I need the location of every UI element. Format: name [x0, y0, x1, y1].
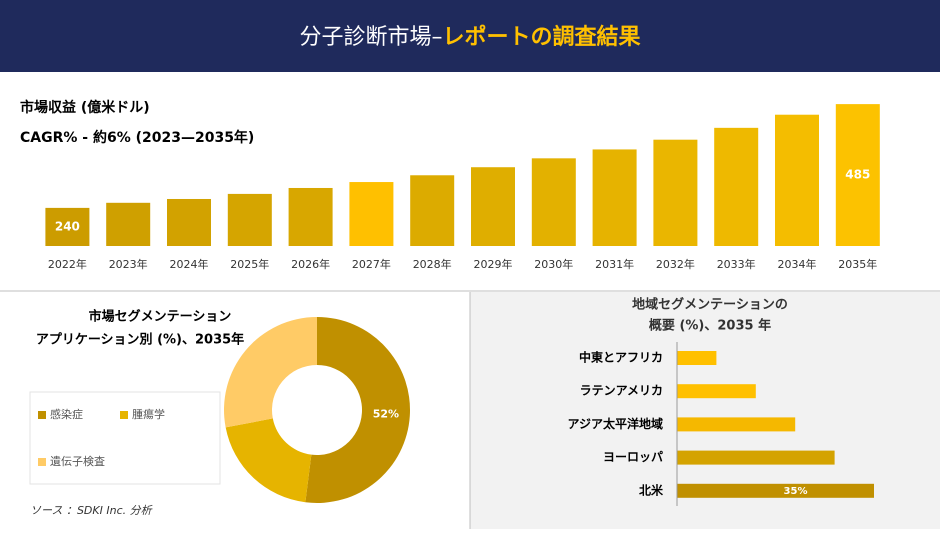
x-tick-label: 2024年 — [170, 257, 209, 271]
chart-title: 市場セグメンテーション — [89, 309, 232, 325]
bar — [677, 450, 835, 465]
title-highlight: レポートの調査結果 — [443, 24, 641, 50]
data-label: 52% — [373, 407, 399, 420]
x-tick-label: 2022年 — [48, 257, 87, 271]
x-tick-label: 2029年 — [474, 257, 513, 271]
x-tick-label: 2026年 — [291, 257, 330, 271]
bar — [677, 483, 874, 498]
title-part: 分子診断市場– — [299, 25, 442, 50]
bar — [677, 351, 717, 365]
bar — [592, 149, 637, 246]
data-label: 35% — [784, 486, 808, 497]
bar — [288, 187, 333, 246]
x-tick-label: 2035年 — [838, 257, 877, 271]
source: ソース ：SDKI Inc. 分析 — [30, 504, 154, 517]
chart-title: 市場収益 (億米ドル) — [20, 99, 150, 116]
header-title: 分子診断市場–レポートの調査結果 — [299, 24, 640, 50]
x-tick-label: 2032年 — [656, 257, 695, 271]
bar — [471, 167, 515, 246]
legend-label: 感染症 — [50, 407, 83, 421]
legend-swatch — [38, 458, 46, 466]
x-tick-label: 2027年 — [352, 257, 391, 271]
legend-label: 遺伝子検査 — [50, 454, 105, 468]
y-tick-label: 中東とアフリカ — [579, 350, 663, 365]
y-tick-label: ラテンアメリカ — [580, 384, 663, 398]
legend-label: 腫瘍学 — [132, 407, 165, 421]
bar — [45, 207, 90, 246]
data-label: 485 — [845, 168, 870, 182]
bar — [106, 202, 151, 246]
bar — [835, 104, 880, 246]
donut-segment — [305, 316, 411, 503]
bar — [775, 114, 819, 247]
bar — [227, 193, 272, 246]
bar — [677, 384, 756, 399]
bar — [349, 182, 394, 246]
chart-subtitle: CAGR% - 約6% (2023—2035年) — [20, 129, 254, 146]
y-tick-label: 北米 — [639, 482, 664, 497]
y-tick-label: アジア太平洋地域 — [567, 416, 663, 431]
chart-subtitle: 概要 (%)、2035 年 — [649, 318, 771, 334]
bar — [714, 127, 759, 246]
x-tick-label: 2030年 — [534, 257, 573, 271]
legend-swatch — [38, 411, 46, 419]
donut-segment — [224, 317, 317, 428]
bar — [167, 198, 211, 246]
data-label: 240 — [55, 219, 80, 233]
legend-box — [29, 391, 221, 485]
legend-swatch — [120, 411, 128, 419]
bar — [410, 175, 455, 246]
x-tick-label: 2028年 — [413, 257, 452, 271]
x-tick-label: 2023年 — [109, 257, 148, 271]
chart-subtitle: アプリケーション別 (%)、2035年 — [36, 332, 244, 348]
chart-title: 地域セグメンテーションの — [632, 297, 788, 313]
x-tick-label: 2034年 — [778, 257, 817, 271]
bar — [653, 139, 698, 246]
header-band — [0, 0, 940, 72]
x-tick-label: 2031年 — [595, 257, 634, 271]
donut-segment — [225, 418, 312, 503]
y-tick-label: ヨーロッパ — [603, 450, 663, 464]
bar — [677, 417, 796, 432]
bar — [531, 158, 576, 246]
x-tick-label: 2033年 — [717, 257, 756, 271]
x-tick-label: 2025年 — [230, 257, 269, 271]
